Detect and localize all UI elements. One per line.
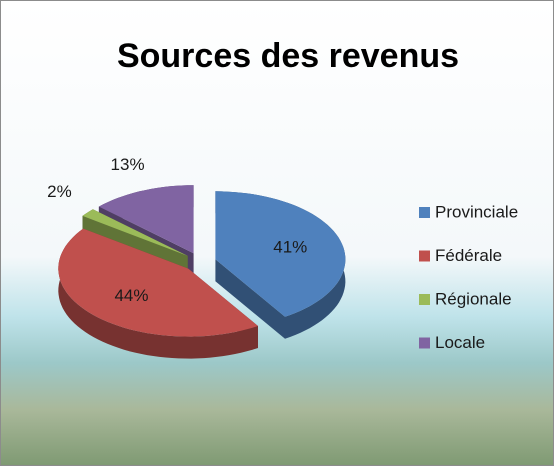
legend-swatch bbox=[419, 294, 430, 305]
data-label: 44% bbox=[114, 286, 148, 305]
pie-slice bbox=[215, 191, 346, 339]
slice-side bbox=[58, 228, 258, 359]
data-label: 2% bbox=[47, 182, 72, 201]
pie-slice bbox=[58, 228, 258, 359]
data-label: 13% bbox=[111, 155, 145, 174]
slice-top bbox=[98, 185, 194, 254]
slice-top bbox=[215, 191, 346, 317]
legend-label: Régionale bbox=[435, 289, 512, 308]
legend-swatch bbox=[419, 337, 430, 349]
data-label: 41% bbox=[273, 237, 307, 256]
legend-label: Locale bbox=[435, 333, 485, 352]
legend-swatch bbox=[419, 207, 430, 218]
legend-label: Provinciale bbox=[435, 202, 518, 221]
slice-side bbox=[215, 259, 285, 339]
chart-title: Sources des revenus bbox=[117, 37, 459, 75]
slice-top bbox=[58, 228, 258, 337]
slice-top bbox=[82, 209, 188, 256]
legend-label: Fédérale bbox=[435, 246, 502, 265]
legend-swatch bbox=[419, 250, 430, 262]
